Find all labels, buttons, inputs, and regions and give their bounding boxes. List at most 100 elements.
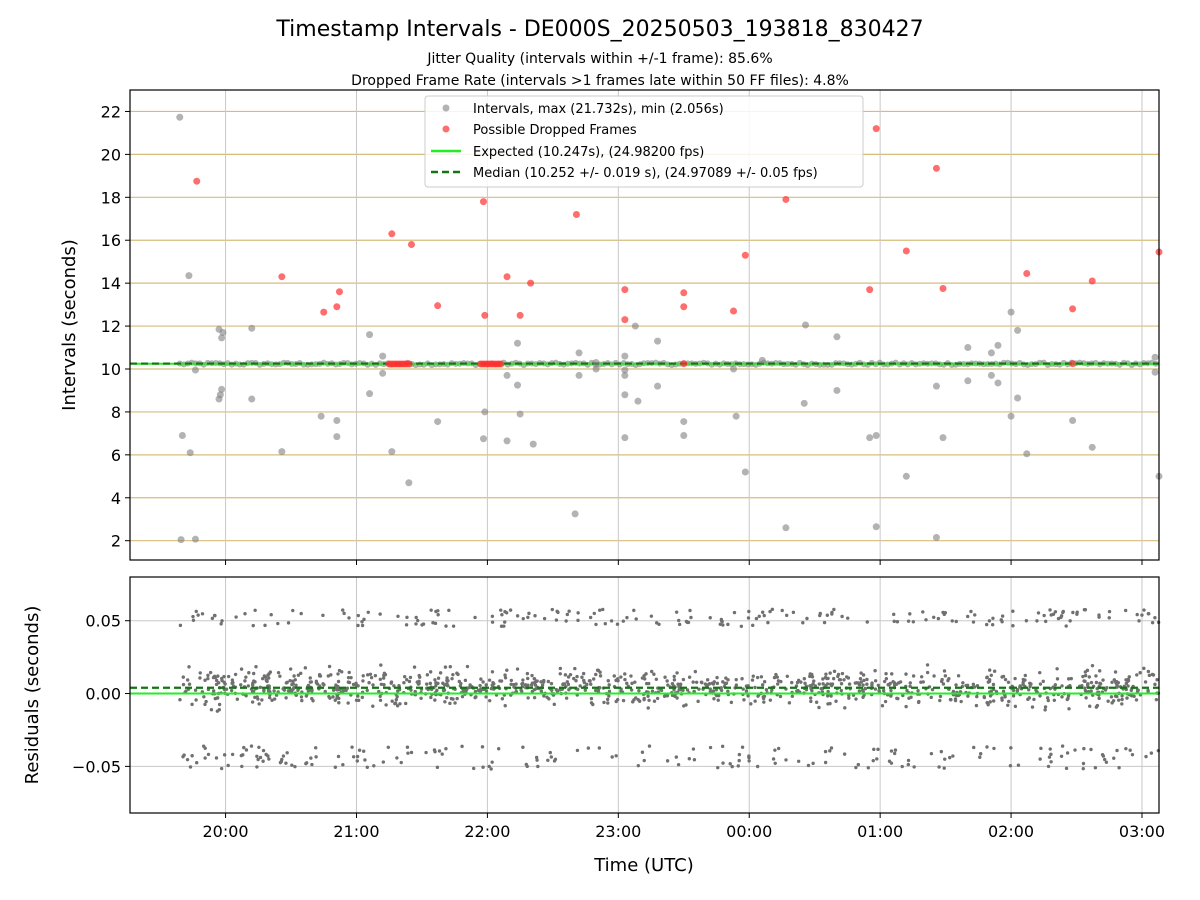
residual-point [773, 748, 777, 752]
residual-point [877, 689, 881, 693]
residual-point [284, 696, 288, 700]
residual-point [1123, 608, 1128, 613]
residual-point [1039, 746, 1043, 751]
residual-point [405, 677, 409, 682]
residual-point [1011, 624, 1015, 628]
residual-point [829, 683, 834, 688]
residual-point [212, 613, 217, 618]
residual-point [961, 681, 965, 685]
residual-point [1110, 701, 1114, 705]
residual-point [574, 679, 578, 683]
residual-point [892, 619, 896, 624]
interval-point [987, 371, 995, 379]
residual-point [489, 686, 494, 691]
interval-point [218, 334, 226, 342]
interval-point [939, 434, 947, 442]
residual-point [203, 702, 207, 707]
residual-point [229, 688, 234, 693]
residual-point [904, 704, 908, 709]
residual-point [939, 749, 944, 754]
residual-point [256, 757, 260, 762]
residual-point [1120, 694, 1124, 698]
residual-point [267, 757, 271, 761]
interval-point [833, 333, 841, 341]
residual-point [623, 672, 627, 676]
residual-point [566, 675, 571, 679]
residual-point [269, 613, 273, 617]
interval-point [592, 359, 600, 367]
residual-point [942, 669, 947, 673]
residual-point [719, 686, 723, 690]
residual-point [1154, 697, 1159, 702]
residual-point [254, 665, 258, 669]
residual-point [481, 765, 485, 769]
residual-point [1069, 676, 1073, 681]
residual-point [723, 681, 727, 686]
residual-point [911, 674, 916, 678]
residual-point [473, 615, 477, 620]
residuals-y-axis-label: Residuals (seconds) [22, 606, 43, 785]
residual-point [1016, 763, 1021, 767]
interval-point [621, 434, 629, 442]
x-tick-label: 01:00 [857, 822, 903, 841]
interval-point [621, 391, 629, 399]
residual-point [857, 683, 862, 687]
residual-point [694, 680, 699, 684]
residual-point [182, 753, 186, 757]
residual-point [921, 680, 925, 684]
residual-point [1142, 608, 1146, 612]
residual-point [575, 748, 580, 753]
residual-point [433, 678, 437, 682]
residual-point [790, 680, 794, 685]
residual-point [336, 679, 341, 684]
interval-point [932, 382, 940, 390]
residual-point [1021, 677, 1025, 682]
residual-point [1006, 703, 1010, 707]
residual-point [1038, 682, 1043, 686]
residual-point [1053, 683, 1058, 687]
residual-point [865, 682, 869, 686]
residual-point [594, 622, 598, 627]
residual-point [948, 697, 953, 702]
residual-point [863, 686, 867, 691]
residual-point [203, 678, 207, 682]
residual-point [1150, 672, 1155, 677]
residual-point [649, 669, 654, 674]
residual-point [1083, 686, 1087, 690]
residual-point [1051, 685, 1055, 689]
interval-point [333, 417, 341, 425]
residual-point [1102, 757, 1107, 762]
residual-point [761, 696, 766, 701]
residual-point [642, 758, 646, 763]
residual-point [677, 622, 682, 627]
residual-point [445, 676, 449, 680]
residual-point [842, 752, 847, 756]
interval-point [1069, 417, 1077, 425]
residual-point [971, 682, 976, 686]
residual-point [1065, 751, 1070, 755]
residual-point [675, 671, 679, 675]
residual-point [526, 676, 530, 681]
dropped-frame-point [503, 273, 511, 281]
residual-point [646, 694, 650, 698]
residual-point [484, 695, 488, 699]
residual-point [489, 767, 493, 771]
residual-point [1075, 610, 1079, 614]
residual-point [992, 669, 997, 673]
residual-point [250, 700, 255, 704]
residual-point [490, 683, 494, 687]
residual-point [712, 697, 716, 701]
interval-point [216, 391, 224, 399]
dropped-frame-point [741, 251, 749, 259]
residual-point [744, 689, 749, 693]
residual-point [331, 695, 335, 699]
residual-point [740, 677, 744, 681]
residual-point [610, 755, 614, 759]
residual-point [572, 676, 576, 681]
dropped-frame-point [1069, 360, 1077, 368]
residual-point [811, 761, 815, 766]
residual-point [562, 682, 567, 686]
residual-point [790, 694, 795, 698]
residual-point [257, 745, 261, 749]
residual-point [681, 677, 686, 682]
